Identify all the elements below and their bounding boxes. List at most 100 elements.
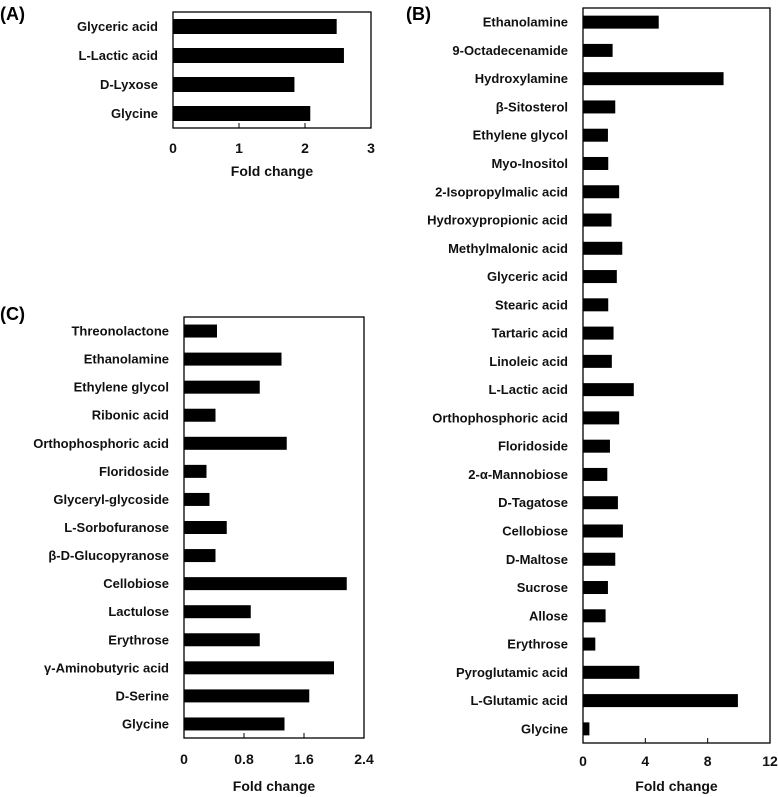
category-label: Cellobiose: [103, 576, 169, 591]
category-label: Hydroxypropionic acid: [427, 213, 568, 228]
panel-c: (C) Threonolactone Ethanolamine Ethylene gl…: [0, 304, 374, 794]
category-label: D-Tagatose: [498, 495, 568, 510]
panel-label: (A): [0, 4, 25, 24]
category-label: Glycine: [111, 106, 158, 121]
bar: [184, 436, 287, 450]
x-axis-label: Fold change: [635, 778, 718, 794]
bar: [583, 552, 616, 566]
bar: [173, 77, 295, 92]
x-tick-label: 0.8: [234, 751, 254, 767]
category-label: Ribonic acid: [92, 408, 169, 423]
bar: [583, 270, 617, 284]
bar: [583, 241, 623, 255]
category-label: Hydroxylamine: [475, 71, 568, 86]
category-label: Myo-Inositol: [491, 156, 568, 171]
category-label: Orthophosphoric acid: [33, 436, 169, 451]
x-tick-label: 1: [235, 140, 243, 156]
x-axis-label: Fold change: [231, 163, 314, 179]
category-label: Ethanolamine: [84, 352, 169, 367]
category-label: L-Lactic acid: [79, 48, 159, 63]
plot-frame: [582, 7, 771, 744]
x-tick-label: 0: [169, 140, 177, 156]
bar: [583, 467, 608, 481]
x-tick-label: 4: [641, 753, 649, 769]
category-label: Erythrose: [507, 637, 568, 652]
category-label: 2-α-Mannobiose: [468, 467, 568, 482]
bar: [583, 43, 613, 57]
bar: [184, 633, 260, 647]
x-axis-label: Fold change: [233, 778, 316, 794]
bar: [583, 694, 738, 708]
bar: [184, 380, 260, 394]
category-label: Glyceryl-glycoside: [53, 492, 169, 507]
panel-b: (B) Ethanolamine 9-Octadecenamide Hydroxyla…: [406, 4, 778, 794]
category-label: 2-Isopropylmalic acid: [435, 184, 568, 199]
bar: [583, 439, 610, 453]
bar: [184, 605, 251, 619]
category-label: Erythrose: [108, 632, 169, 647]
category-label: Orthophosphoric acid: [432, 410, 568, 425]
bar: [184, 352, 282, 366]
bar: [583, 185, 620, 199]
panel-label: (C): [0, 304, 25, 324]
bar: [583, 383, 634, 397]
bar: [583, 298, 609, 312]
category-label: Tartaric acid: [492, 326, 568, 341]
bar: [173, 106, 311, 121]
category-label: γ-Aminobutyric acid: [44, 660, 169, 675]
category-label: β-Sitosterol: [496, 99, 568, 114]
x-tick-label: 2.4: [354, 751, 374, 767]
bar: [583, 72, 724, 86]
x-tick-label: 0: [180, 751, 188, 767]
bar: [184, 549, 216, 563]
bar: [173, 19, 337, 34]
category-label: Ethanolamine: [483, 15, 568, 30]
category-label: Glyceric acid: [487, 269, 568, 284]
panel-label: (B): [406, 4, 431, 24]
bar: [583, 609, 606, 623]
bar: [583, 665, 640, 679]
bar: [583, 326, 614, 340]
panel-a: (A) Glyceric acid L-Lactic acid D-Lyxose Gly…: [0, 4, 375, 179]
category-label: Glycine: [521, 721, 568, 736]
x-tick-label: 0: [579, 753, 587, 769]
bar: [184, 492, 210, 506]
bar: [184, 689, 310, 703]
category-label: D-Serine: [116, 688, 169, 703]
category-label: D-Maltose: [506, 552, 568, 567]
bar: [583, 15, 659, 29]
bar: [583, 411, 620, 425]
bar: [184, 324, 217, 338]
category-label: L-Glutamic acid: [470, 693, 568, 708]
bar: [583, 722, 590, 736]
category-label: Stearic acid: [495, 297, 568, 312]
bar: [583, 100, 616, 114]
bar: [583, 354, 612, 368]
category-label: Floridoside: [498, 439, 568, 454]
bar: [583, 581, 608, 595]
category-label: L-Lactic acid: [489, 382, 569, 397]
category-label: Threonolactone: [71, 324, 169, 339]
bar: [184, 408, 216, 422]
bar: [184, 577, 347, 591]
category-label: Linoleic acid: [489, 354, 568, 369]
x-tick-label: 2: [301, 140, 309, 156]
bar: [184, 661, 334, 675]
category-label: L-Sorbofuranose: [64, 520, 169, 535]
x-tick-label: 1.6: [294, 751, 314, 767]
category-label: Ethylene glycol: [74, 380, 169, 395]
category-label: Glycine: [122, 716, 169, 731]
category-label: Glyceric acid: [77, 19, 158, 34]
category-label: 9-Octadecenamide: [452, 43, 568, 58]
bar: [583, 637, 596, 651]
plot-frame: [172, 11, 372, 129]
bar: [583, 128, 608, 142]
category-label: Lactulose: [108, 604, 169, 619]
bar: [583, 524, 623, 538]
category-label: D-Lyxose: [100, 77, 158, 92]
category-label: Pyroglutamic acid: [456, 665, 568, 680]
bar: [184, 717, 285, 731]
x-tick-label: 8: [704, 753, 712, 769]
category-label: Ethylene glycol: [473, 128, 568, 143]
